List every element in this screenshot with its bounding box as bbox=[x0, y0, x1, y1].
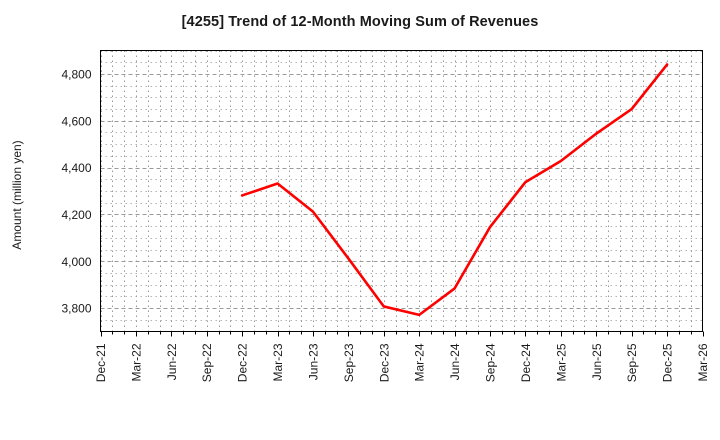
x-tick-label: Mar-22 bbox=[129, 343, 143, 381]
revenue-trend-line bbox=[240, 63, 669, 317]
y-tick-label: 4,800 bbox=[61, 67, 91, 81]
x-tick-label: Dec-23 bbox=[377, 343, 391, 382]
x-tick-label: Jun-24 bbox=[448, 343, 462, 380]
y-tick-label: 4,600 bbox=[61, 114, 91, 128]
x-tick-label: Sep-23 bbox=[342, 343, 356, 382]
x-tick-label: Mar-23 bbox=[271, 343, 285, 381]
x-tick-label: Mar-24 bbox=[413, 343, 427, 381]
x-tick-label: Jun-25 bbox=[590, 343, 604, 380]
x-tick-label: Dec-25 bbox=[661, 343, 675, 382]
x-tick-label: Sep-24 bbox=[484, 343, 498, 382]
y-tick-label: 4,200 bbox=[61, 208, 91, 222]
y-axis-tick-labels: 3,800 4,000 4,200 4,400 4,600 4,800 bbox=[61, 67, 91, 315]
x-tick-label: Mar-25 bbox=[554, 343, 568, 381]
plot-frame bbox=[99, 49, 704, 333]
x-tick-label: Mar-26 bbox=[696, 343, 710, 381]
y-tick-label: 4,000 bbox=[61, 255, 91, 269]
x-tick-label: Dec-24 bbox=[519, 343, 533, 382]
y-tick-label: 4,400 bbox=[61, 161, 91, 175]
axis-tick-marks bbox=[101, 331, 704, 337]
vertical-minor-gridlines bbox=[101, 50, 692, 332]
chart-title: [4255] Trend of 12-Month Moving Sum of R… bbox=[181, 14, 539, 30]
x-tick-label: Dec-22 bbox=[236, 343, 250, 382]
horizontal-major-gridlines bbox=[100, 74, 703, 309]
x-tick-label: Dec-21 bbox=[94, 343, 108, 382]
x-tick-label: Sep-25 bbox=[625, 343, 639, 382]
x-tick-label: Jun-23 bbox=[306, 343, 320, 380]
x-axis-tick-labels: Dec-21 Mar-22 Jun-22 Sep-22 Dec-22 Mar-23 Jun-… bbox=[94, 343, 710, 382]
x-tick-label: Jun-22 bbox=[165, 343, 179, 380]
y-tick-label: 3,800 bbox=[61, 302, 91, 316]
horizontal-minor-gridlines bbox=[100, 51, 703, 321]
x-tick-label: Sep-22 bbox=[200, 343, 214, 382]
